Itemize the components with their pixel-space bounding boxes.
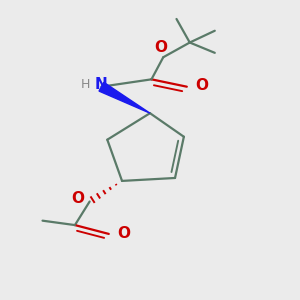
Text: O: O: [118, 226, 130, 242]
Polygon shape: [99, 82, 150, 113]
Text: H: H: [80, 78, 90, 91]
Text: O: O: [154, 40, 167, 55]
Text: O: O: [71, 191, 84, 206]
Text: N: N: [95, 77, 108, 92]
Text: O: O: [196, 78, 208, 93]
